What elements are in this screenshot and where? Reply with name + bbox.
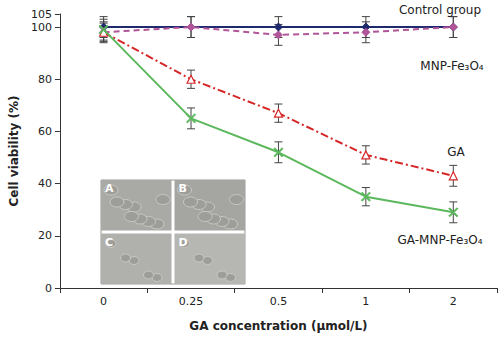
svg-text:GA-MNP-Fe₃O₄: GA-MNP-Fe₃O₄ <box>398 233 483 247</box>
svg-text:0.25: 0.25 <box>179 295 204 308</box>
svg-text:D: D <box>179 236 188 249</box>
svg-text:Control group: Control group <box>399 3 481 17</box>
svg-text:2: 2 <box>450 295 457 308</box>
svg-text:100: 100 <box>31 21 52 34</box>
svg-text:0: 0 <box>45 282 52 295</box>
svg-text:1: 1 <box>362 295 369 308</box>
svg-text:0.5: 0.5 <box>270 295 288 308</box>
svg-text:Cell viability (%): Cell viability (%) <box>7 95 21 206</box>
svg-text:105: 105 <box>31 8 52 21</box>
svg-text:20: 20 <box>38 229 52 242</box>
svg-text:0: 0 <box>100 295 107 308</box>
svg-text:A: A <box>105 182 114 195</box>
svg-text:60: 60 <box>38 125 52 138</box>
svg-text:40: 40 <box>38 177 52 190</box>
svg-text:C: C <box>105 236 113 249</box>
svg-text:80: 80 <box>38 73 52 86</box>
svg-text:GA: GA <box>447 145 465 159</box>
svg-text:MNP-Fe₃O₄: MNP-Fe₃O₄ <box>420 59 484 73</box>
svg-text:GA concentration (µmol/L): GA concentration (µmol/L) <box>189 319 367 333</box>
svg-text:B: B <box>179 182 187 195</box>
